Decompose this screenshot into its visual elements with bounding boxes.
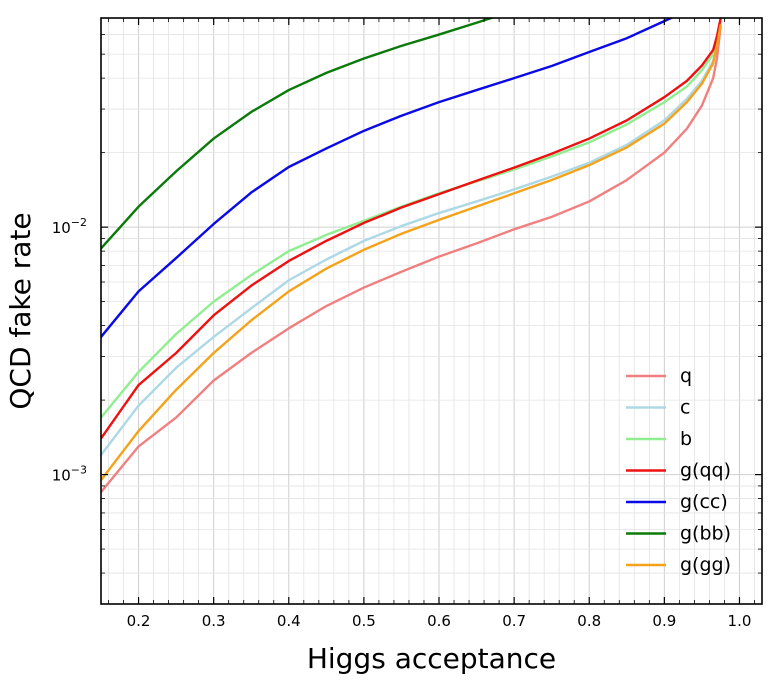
series-layer: [101, 18, 722, 493]
y-tick-label-base: 10: [52, 467, 71, 485]
series-line-g-bb: [101, 18, 496, 250]
x-tick-label: 1.0: [728, 612, 752, 630]
ticks: [101, 17, 762, 605]
legend: qcb g(qq) g(cc) g(bb) g(gg): [626, 365, 731, 576]
series-line-g-qq: [101, 18, 722, 440]
y-tick-label-base: 10: [52, 219, 71, 237]
x-tick-label: 0.3: [202, 612, 226, 630]
x-tick-label: 0.4: [277, 612, 301, 630]
legend-label-q: q: [680, 365, 692, 387]
legend-label-g-bb: g(bb): [680, 523, 731, 545]
x-tick-label: 0.8: [577, 612, 601, 630]
x-tick-label: 0.6: [427, 612, 451, 630]
series-line-q: [101, 25, 722, 493]
x-axis-title: Higgs acceptance: [307, 642, 556, 675]
x-tick-label: 0.5: [352, 612, 376, 630]
series-line-c: [101, 22, 722, 456]
x-tick-label: 0.7: [502, 612, 526, 630]
legend-label-g-gg: g(gg): [680, 554, 731, 576]
x-tick-label: 0.9: [652, 612, 676, 630]
y-tick-label: 10−3: [52, 464, 87, 485]
y-tick-label-exponent: −3: [71, 464, 87, 477]
y-tick-label: 10−2: [52, 216, 87, 237]
series-line-b: [101, 20, 722, 419]
series-line-g-gg: [101, 24, 722, 481]
legend-label-c: c: [680, 397, 690, 419]
y-axis-title: QCD fake rate: [4, 212, 37, 409]
tick-labels: 0.2 0.3 0.4 0.5 0.6 0.7 0.8 0.9 1.010−310−2: [52, 216, 752, 630]
legend-label-g-qq: g(qq): [680, 460, 731, 482]
legend-label-g-cc: g(cc): [680, 491, 728, 513]
plot-frame: [100, 17, 763, 605]
y-tick-label-exponent: −2: [71, 216, 87, 229]
series-line-g-cc: [101, 18, 674, 338]
x-tick-label: 0.2: [127, 612, 151, 630]
legend-label-b: b: [680, 428, 692, 450]
